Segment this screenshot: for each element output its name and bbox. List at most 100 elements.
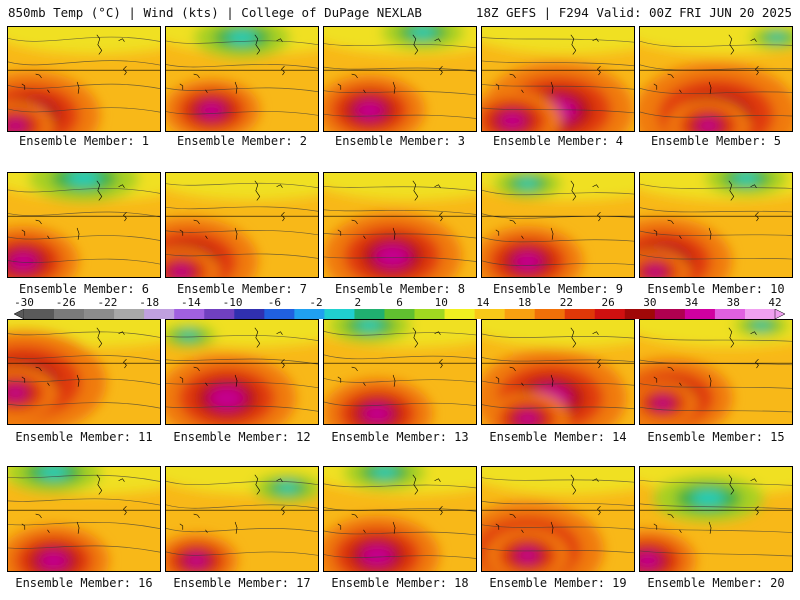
geographic-borders (482, 327, 634, 387)
ensemble-member-label: Ensemble Member: 11 (15, 430, 153, 444)
colorbar-tick-label: -18 (139, 296, 160, 309)
geographic-borders (324, 474, 476, 534)
geographic-borders (166, 327, 318, 387)
colorbar-segment (174, 309, 205, 319)
colorbar-tick-label: 26 (601, 296, 615, 309)
colorbar-tick-label: 14 (476, 296, 490, 309)
height-contours (166, 480, 318, 556)
colorbar-segment (354, 309, 385, 319)
geographic-borders (640, 34, 792, 94)
colorbar-tick-label: 30 (643, 296, 657, 309)
ensemble-map-panel (7, 172, 161, 278)
geographic-borders (640, 327, 792, 387)
ensemble-member-label: Ensemble Member: 2 (176, 134, 308, 148)
ensemble-map-panel (323, 466, 477, 572)
colorbar-tick-label: -2 (309, 296, 323, 309)
geographic-borders (8, 474, 160, 534)
colorbar-segment (54, 309, 85, 319)
height-contours (324, 330, 476, 407)
ensemble-member-label: Ensemble Member: 20 (647, 576, 785, 590)
colorbar-tick-label: -6 (267, 296, 281, 309)
geographic-borders (166, 180, 318, 240)
height-contours (8, 474, 160, 553)
ensemble-member-label: Ensemble Member: 1 (18, 134, 150, 148)
colorbar-tick-label: 10 (434, 296, 448, 309)
height-contours (482, 189, 634, 266)
colorbar-segment (264, 309, 295, 319)
height-contours (8, 36, 160, 113)
ensemble-member-label: Ensemble Member: 13 (331, 430, 469, 444)
colorbar-tick-label: 34 (684, 296, 699, 309)
ensemble-map-panel (639, 466, 793, 572)
height-contours (166, 40, 318, 116)
colorbar-segment (384, 309, 415, 319)
ensemble-map-panel (7, 26, 161, 132)
height-contours (482, 477, 634, 554)
geographic-borders (166, 474, 318, 534)
ensemble-member-label: Ensemble Member: 18 (331, 576, 469, 590)
height-contours (640, 479, 792, 557)
colorbar-segment (744, 309, 776, 319)
ensemble-map-panel (165, 26, 319, 132)
ensemble-map-panel (323, 26, 477, 132)
ensemble-map-panel (639, 26, 793, 132)
geographic-borders (640, 474, 792, 534)
ensemble-member-label: Ensemble Member: 14 (489, 430, 627, 444)
ensemble-member-label: Ensemble Member: 15 (647, 430, 785, 444)
map-header-left: 850mb Temp (°C) | Wind (kts) | College o… (8, 5, 422, 20)
geographic-borders (324, 34, 476, 94)
ensemble-map-panel (7, 466, 161, 572)
colorbar-tick-label: -30 (14, 296, 34, 309)
ensemble-map-panel (165, 172, 319, 278)
colorbar-tick-label: 2 (354, 296, 362, 309)
colorbar-segment (684, 309, 716, 319)
colorbar-tick-label: -14 (180, 296, 201, 309)
colorbar-segment (534, 309, 566, 319)
ensemble-member-label: Ensemble Member: 16 (15, 576, 153, 590)
geographic-borders (324, 180, 476, 240)
colorbar-segment (24, 309, 55, 319)
ensemble-map-panel (481, 26, 635, 132)
colorbar-segment (204, 309, 235, 319)
geographic-borders (8, 327, 160, 387)
ensemble-member-label: Ensemble Member: 10 (647, 282, 785, 296)
colorbar-min-arrow (14, 309, 25, 319)
geographic-borders (482, 474, 634, 534)
ensemble-member-label: Ensemble Member: 6 (18, 282, 150, 296)
colorbar-segment (294, 309, 325, 319)
colorbar-segment (714, 309, 746, 319)
colorbar (14, 309, 785, 319)
height-contours (166, 335, 318, 412)
colorbar-segment (504, 309, 535, 319)
colorbar-max-arrow (774, 309, 785, 319)
colorbar-tick-label: 6 (396, 296, 403, 309)
colorbar-segment (624, 309, 656, 319)
ensemble-member-label: Ensemble Member: 5 (650, 134, 782, 148)
height-contours (8, 188, 160, 265)
colorbar-segment (84, 309, 115, 319)
height-contours (324, 43, 476, 119)
colorbar-segment (234, 309, 265, 319)
geographic-borders (482, 34, 634, 94)
height-contours (8, 331, 160, 409)
colorbar-tick-label: 22 (559, 296, 573, 309)
map-header-right: 18Z GEFS | F294 Valid: 00Z FRI JUN 20 20… (475, 5, 792, 20)
ensemble-map-panel (481, 466, 635, 572)
ensemble-map-panel (639, 319, 793, 425)
colorbar-tick-label: -26 (55, 296, 76, 309)
geographic-borders (8, 180, 160, 240)
ensemble-member-label: Ensemble Member: 7 (176, 282, 308, 296)
ensemble-member-label: Ensemble Member: 3 (334, 134, 466, 148)
colorbar-segment (414, 309, 445, 319)
height-contours (324, 185, 476, 262)
colorbar-tick-label: -22 (97, 296, 118, 309)
ensemble-member-label: Ensemble Member: 8 (334, 282, 466, 296)
colorbar-segment (474, 309, 505, 319)
colorbar-segment (324, 309, 355, 319)
colorbar-segment (144, 309, 175, 319)
ensemble-member-label: Ensemble Member: 19 (489, 576, 627, 590)
geographic-borders (482, 180, 634, 240)
colorbar-tick-label: 18 (518, 296, 532, 309)
height-contours (640, 183, 792, 260)
geographic-borders (324, 327, 476, 387)
